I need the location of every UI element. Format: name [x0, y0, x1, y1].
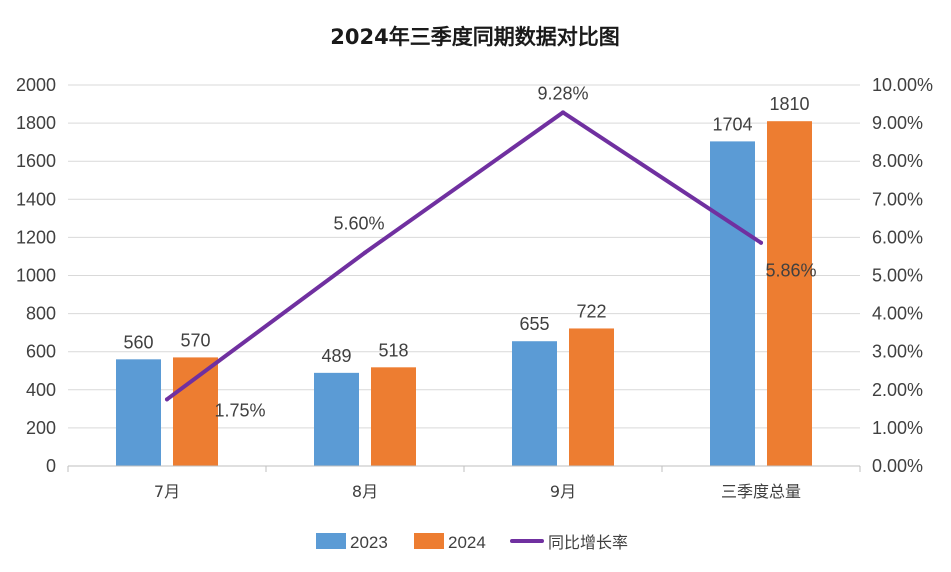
y-left-tick-label: 2000: [16, 75, 56, 95]
x-tick-label: 7月: [154, 482, 180, 501]
bar-2023: [512, 341, 557, 466]
growth-label: 5.60%: [333, 214, 384, 234]
bar-2023: [710, 141, 755, 466]
y-left-tick-label: 400: [26, 380, 56, 400]
y-left-tick-label: 1000: [16, 266, 56, 286]
y-right-tick-label: 9.00%: [872, 113, 923, 133]
bar-label-2023: 1704: [712, 114, 752, 134]
y-axis-right: 0.00% 1.00% 2.00% 3.00% 4.00% 5.00% 6.00% 7.00%…: [872, 75, 933, 476]
bar-2024: [767, 121, 812, 466]
bar-2023: [116, 359, 161, 466]
growth-label: 5.86%: [765, 261, 816, 281]
legend-label-line: 同比增长率: [548, 533, 628, 552]
legend-swatch-2024: [414, 533, 444, 549]
bar-label-2024: 518: [378, 340, 408, 360]
legend-label-2023: 2023: [350, 533, 388, 552]
growth-line-path: [165, 110, 763, 402]
line-labels: 1.75% 5.60% 9.28% 5.86%: [214, 83, 816, 420]
y-left-tick-label: 200: [26, 418, 56, 438]
y-left-tick-label: 0: [46, 456, 56, 476]
y-right-tick-label: 8.00%: [872, 151, 923, 171]
bar-label-2023: 560: [123, 332, 153, 352]
bars: [116, 121, 812, 466]
growth-point: [561, 110, 565, 115]
growth-point: [363, 250, 367, 255]
bar-2024: [569, 328, 614, 466]
y-right-tick-label: 1.00%: [872, 418, 923, 438]
bar-label-2024: 1810: [769, 94, 809, 114]
y-left-tick-label: 600: [26, 342, 56, 362]
y-right-tick-label: 3.00%: [872, 342, 923, 362]
y-right-tick-label: 0.00%: [872, 456, 923, 476]
y-left-tick-label: 1600: [16, 151, 56, 171]
growth-point: [759, 240, 763, 245]
growth-label: 9.28%: [537, 83, 588, 103]
legend: 2023 2024 同比增长率: [316, 533, 628, 552]
y-right-tick-label: 7.00%: [872, 189, 923, 209]
growth-line: [165, 110, 763, 402]
y-axis-left: 0 200 400 600 800 1000 1200 1400 1600 1800 2000: [16, 75, 56, 476]
bar-label-2023: 655: [519, 314, 549, 334]
bar-label-2024: 722: [576, 301, 606, 321]
y-right-tick-label: 5.00%: [872, 266, 923, 286]
growth-point: [165, 397, 169, 402]
bar-label-2024: 570: [180, 330, 210, 350]
bar-2023: [314, 372, 359, 466]
y-right-tick-label: 4.00%: [872, 304, 923, 324]
legend-swatch-2023: [316, 533, 346, 549]
bar-2024: [371, 367, 416, 466]
y-right-tick-label: 10.00%: [872, 75, 933, 95]
x-tick-label: 9月: [550, 482, 576, 501]
y-left-tick-label: 1400: [16, 189, 56, 209]
y-right-tick-label: 2.00%: [872, 380, 923, 400]
chart-title: 2024年三季度同期数据对比图: [330, 25, 619, 49]
x-tick-label: 8月: [352, 482, 378, 501]
y-left-tick-label: 1800: [16, 113, 56, 133]
y-left-tick-label: 1200: [16, 227, 56, 247]
bar-labels: 560 570 489 518 655 722 1704 1810: [123, 94, 809, 366]
x-axis: 7月 8月 9月 三季度总量: [67, 465, 861, 501]
growth-label: 1.75%: [214, 400, 265, 420]
bar-2024: [173, 357, 218, 466]
y-left-tick-label: 800: [26, 304, 56, 324]
legend-label-2024: 2024: [448, 533, 486, 552]
bar-label-2023: 489: [321, 346, 351, 366]
y-right-tick-label: 6.00%: [872, 227, 923, 247]
x-tick-label: 三季度总量: [721, 482, 801, 501]
